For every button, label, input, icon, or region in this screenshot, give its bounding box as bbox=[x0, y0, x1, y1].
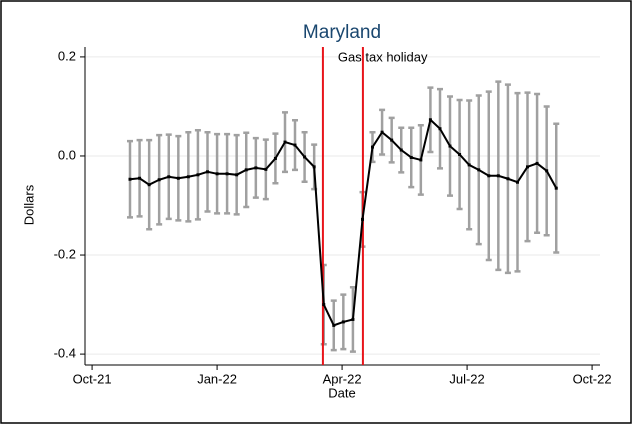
data-point bbox=[496, 174, 500, 178]
data-point bbox=[128, 177, 132, 181]
data-point bbox=[487, 174, 491, 178]
x-axis-label: Date bbox=[328, 385, 355, 400]
data-point bbox=[428, 118, 432, 122]
data-point bbox=[283, 140, 287, 144]
data-point bbox=[341, 320, 345, 324]
data-point bbox=[235, 173, 239, 177]
data-point bbox=[506, 177, 510, 181]
data-point bbox=[458, 152, 462, 156]
y-tick-label: 0.0 bbox=[58, 147, 76, 162]
data-point bbox=[167, 175, 171, 179]
data-point bbox=[244, 168, 248, 172]
data-point bbox=[303, 155, 307, 159]
x-tick-label: Oct-22 bbox=[573, 371, 612, 386]
data-point bbox=[215, 172, 219, 176]
data-point bbox=[361, 217, 364, 221]
data-point bbox=[273, 156, 277, 160]
data-point bbox=[196, 173, 200, 177]
y-tick-label: -0.4 bbox=[54, 346, 76, 361]
data-point bbox=[293, 143, 297, 147]
data-point bbox=[312, 165, 316, 169]
data-point bbox=[186, 175, 190, 179]
data-point bbox=[138, 176, 142, 180]
data-point bbox=[371, 145, 374, 149]
data-point bbox=[545, 169, 549, 173]
data-point bbox=[264, 167, 268, 171]
data-point bbox=[535, 161, 539, 165]
y-tick-label: 0.2 bbox=[58, 48, 76, 63]
data-point bbox=[526, 165, 529, 169]
data-point bbox=[332, 323, 336, 327]
data-point bbox=[554, 186, 558, 190]
x-tick-label: Jul-22 bbox=[449, 371, 484, 386]
y-tick-label: -0.2 bbox=[54, 246, 76, 261]
data-point bbox=[390, 138, 394, 142]
data-point bbox=[399, 148, 403, 152]
x-tick-label: Jan-22 bbox=[197, 371, 237, 386]
data-point bbox=[380, 130, 384, 134]
data-point bbox=[322, 303, 326, 307]
data-point bbox=[206, 170, 209, 174]
x-tick-label: Apr-22 bbox=[323, 371, 362, 386]
data-point bbox=[176, 176, 180, 180]
data-point bbox=[157, 178, 161, 182]
chart-title: Maryland bbox=[303, 22, 381, 43]
data-point bbox=[467, 163, 471, 167]
data-point bbox=[448, 144, 452, 148]
annotation: Gas tax holiday bbox=[338, 49, 428, 64]
data-point bbox=[147, 183, 151, 187]
y-axis-label: Dollars bbox=[21, 184, 36, 225]
data-point bbox=[438, 127, 442, 131]
data-point bbox=[477, 168, 481, 172]
data-point bbox=[409, 155, 413, 159]
data-point bbox=[225, 172, 229, 176]
data-point bbox=[516, 180, 519, 184]
data-point bbox=[254, 166, 258, 170]
data-point bbox=[351, 317, 355, 321]
data-point bbox=[419, 158, 423, 162]
x-tick-label: Oct-21 bbox=[73, 371, 112, 386]
